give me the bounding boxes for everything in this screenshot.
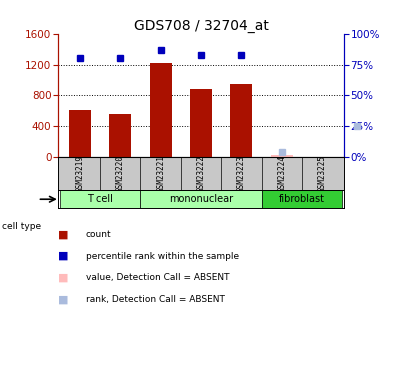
Text: value, Detection Call = ABSENT: value, Detection Call = ABSENT [86,273,229,282]
Bar [261,190,342,208]
Text: T cell: T cell [87,194,113,204]
Text: cell type: cell type [2,222,41,231]
Bar [311,156,333,157]
Text: ■: ■ [58,273,68,283]
Text: mononuclear: mononuclear [169,194,233,204]
Text: GSM23220: GSM23220 [116,155,125,192]
Bar [140,190,261,208]
Text: GSM23221: GSM23221 [156,155,165,192]
Text: ■: ■ [58,251,68,261]
Bar [60,190,140,208]
Text: ■: ■ [58,230,68,239]
Bar [190,89,212,157]
Bar [271,155,293,157]
Bar [69,110,91,157]
Text: percentile rank within the sample: percentile rank within the sample [86,252,239,261]
Bar [109,114,131,157]
Text: GSM23222: GSM23222 [197,155,205,192]
Text: rank, Detection Call = ABSENT: rank, Detection Call = ABSENT [86,295,224,304]
Bar [230,84,252,157]
Title: GDS708 / 32704_at: GDS708 / 32704_at [134,19,268,33]
Text: GSM23225: GSM23225 [318,155,327,192]
Text: ■: ■ [58,295,68,304]
Text: fibroblast: fibroblast [279,194,325,204]
Bar [150,63,172,157]
Text: GSM23224: GSM23224 [277,155,286,192]
Text: GSM23219: GSM23219 [75,155,84,192]
Text: GSM23223: GSM23223 [237,155,246,192]
Text: count: count [86,230,111,239]
